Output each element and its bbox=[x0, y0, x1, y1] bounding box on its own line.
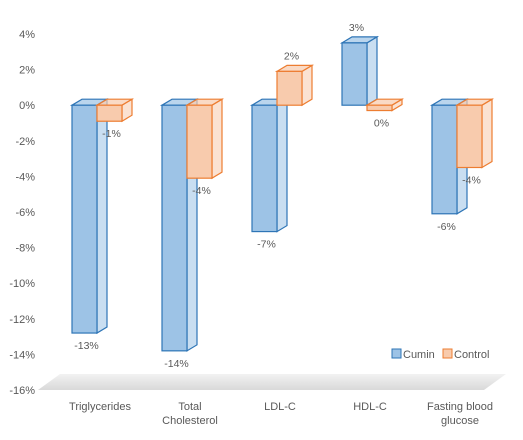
data-label: 0% bbox=[374, 118, 389, 130]
chart-floor bbox=[38, 374, 506, 390]
y-tick-label: 0% bbox=[19, 100, 35, 112]
y-tick-label: -10% bbox=[9, 278, 35, 290]
x-tick-label: HDL-C bbox=[353, 401, 387, 413]
data-label: 3% bbox=[349, 22, 364, 34]
legend-item-control: Control bbox=[442, 348, 489, 361]
floor-plane bbox=[38, 374, 506, 390]
x-tick-label: Fasting blood bbox=[427, 401, 493, 413]
y-tick-label: -16% bbox=[9, 385, 35, 397]
legend-swatch bbox=[391, 348, 402, 359]
data-label: 2% bbox=[284, 50, 299, 62]
legend-label: Control bbox=[454, 349, 489, 361]
y-tick-label: 4% bbox=[19, 29, 35, 41]
bar-control bbox=[94, 98, 135, 123]
y-tick-label: -12% bbox=[9, 314, 35, 326]
x-axis: Triglycerides Total Cholesterol LDL-C HDL-C F… bbox=[69, 401, 493, 427]
data-label: -7% bbox=[257, 239, 276, 251]
bar-cumin bbox=[249, 98, 290, 233]
legend-swatch bbox=[442, 348, 453, 359]
y-tick-label: 2% bbox=[19, 65, 35, 77]
bar-control bbox=[454, 98, 495, 169]
data-label: -4% bbox=[192, 185, 211, 197]
x-tick-label: Triglycerides bbox=[69, 401, 131, 413]
bar-cumin bbox=[69, 98, 110, 335]
data-label: -6% bbox=[437, 221, 456, 233]
y-axis: 4% 2% 0% -2% -4% -6% -8% -10% -12% -14% -16% bbox=[9, 29, 35, 397]
bar-cumin bbox=[159, 98, 200, 352]
x-tick-label: glucose bbox=[441, 415, 479, 427]
y-tick-label: -2% bbox=[15, 136, 35, 148]
data-labels: -13% -1% -14% -4% -7% 2% 3% 0% -6% -4% bbox=[74, 22, 481, 370]
y-tick-label: -14% bbox=[9, 349, 35, 361]
bar-control bbox=[184, 98, 225, 180]
y-tick-label: -6% bbox=[15, 207, 35, 219]
data-label: -4% bbox=[462, 175, 481, 187]
bars bbox=[69, 35, 495, 352]
x-tick-label: Total bbox=[178, 401, 201, 413]
data-label: -14% bbox=[164, 358, 189, 370]
bar-control bbox=[364, 98, 405, 112]
legend: Cumin Control bbox=[391, 348, 489, 361]
y-tick-label: -8% bbox=[15, 243, 35, 255]
data-label: -13% bbox=[74, 340, 99, 352]
x-tick-label: LDL-C bbox=[264, 401, 296, 413]
bar-cumin bbox=[339, 35, 380, 107]
bar-control bbox=[274, 64, 315, 107]
data-label: -1% bbox=[102, 128, 121, 140]
legend-label: Cumin bbox=[403, 349, 435, 361]
x-tick-label: Cholesterol bbox=[162, 415, 218, 427]
y-tick-label: -4% bbox=[15, 171, 35, 183]
legend-item-cumin: Cumin bbox=[391, 348, 435, 361]
